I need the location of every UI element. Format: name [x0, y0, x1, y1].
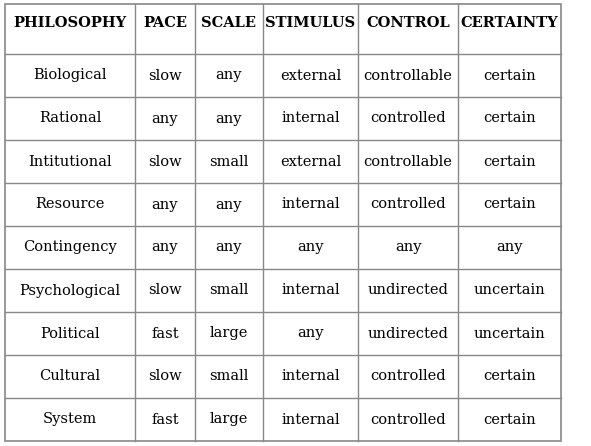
Text: Contingency: Contingency: [23, 240, 117, 255]
Text: certain: certain: [483, 69, 536, 83]
Text: Rational: Rational: [39, 112, 101, 125]
Text: external: external: [280, 69, 341, 83]
Text: Intitutional: Intitutional: [28, 154, 112, 169]
Text: small: small: [209, 154, 249, 169]
Text: fast: fast: [151, 326, 179, 340]
Text: Psychological: Psychological: [20, 284, 121, 297]
Text: Biological: Biological: [33, 69, 107, 83]
Text: controlled: controlled: [370, 112, 446, 125]
Text: controlled: controlled: [370, 413, 446, 426]
Text: small: small: [209, 369, 249, 384]
Text: large: large: [210, 326, 248, 340]
Text: System: System: [43, 413, 97, 426]
Text: slow: slow: [148, 154, 182, 169]
Text: internal: internal: [281, 112, 340, 125]
Text: Cultural: Cultural: [40, 369, 100, 384]
Text: certain: certain: [483, 112, 536, 125]
Text: any: any: [297, 326, 324, 340]
Text: Resource: Resource: [35, 198, 105, 211]
Text: STIMULUS: STIMULUS: [265, 16, 356, 30]
Text: CONTROL: CONTROL: [366, 16, 450, 30]
Text: any: any: [216, 112, 242, 125]
Text: PACE: PACE: [143, 16, 187, 30]
Text: any: any: [152, 240, 178, 255]
Text: any: any: [395, 240, 421, 255]
Text: internal: internal: [281, 198, 340, 211]
Text: any: any: [216, 69, 242, 83]
Text: slow: slow: [148, 369, 182, 384]
Text: fast: fast: [151, 413, 179, 426]
Text: Political: Political: [40, 326, 100, 340]
Text: uncertain: uncertain: [473, 284, 545, 297]
Text: internal: internal: [281, 369, 340, 384]
Text: any: any: [216, 240, 242, 255]
Text: slow: slow: [148, 284, 182, 297]
Text: undirected: undirected: [368, 284, 449, 297]
Text: any: any: [496, 240, 523, 255]
Text: uncertain: uncertain: [473, 326, 545, 340]
Text: certain: certain: [483, 413, 536, 426]
Text: any: any: [152, 198, 178, 211]
Text: certain: certain: [483, 198, 536, 211]
Text: any: any: [216, 198, 242, 211]
Text: any: any: [297, 240, 324, 255]
Text: controlled: controlled: [370, 198, 446, 211]
Text: internal: internal: [281, 413, 340, 426]
Text: controlled: controlled: [370, 369, 446, 384]
Text: slow: slow: [148, 69, 182, 83]
Text: controllable: controllable: [363, 69, 453, 83]
Text: small: small: [209, 284, 249, 297]
Text: certain: certain: [483, 154, 536, 169]
Text: CERTAINTY: CERTAINTY: [461, 16, 558, 30]
Text: internal: internal: [281, 284, 340, 297]
Text: external: external: [280, 154, 341, 169]
Text: any: any: [152, 112, 178, 125]
Text: undirected: undirected: [368, 326, 449, 340]
Text: controllable: controllable: [363, 154, 453, 169]
Text: large: large: [210, 413, 248, 426]
Text: SCALE: SCALE: [202, 16, 256, 30]
Text: certain: certain: [483, 369, 536, 384]
Text: PHILOSOPHY: PHILOSOPHY: [14, 16, 126, 30]
